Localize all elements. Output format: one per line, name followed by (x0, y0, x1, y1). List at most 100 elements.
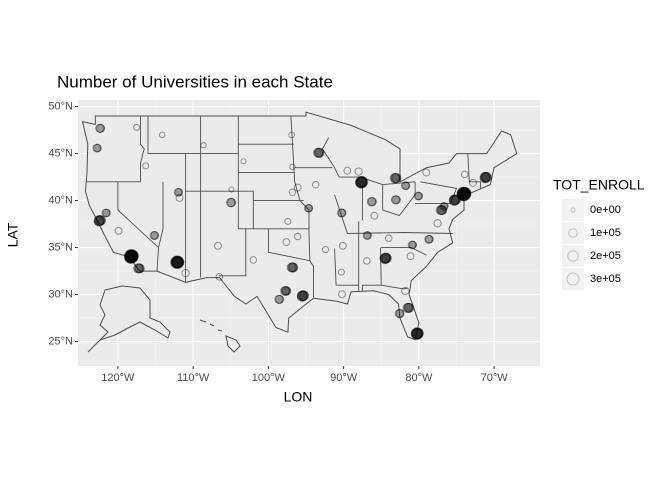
point (114, 226, 123, 235)
point-overlap (133, 263, 144, 274)
point-overlap (458, 186, 472, 200)
point (407, 240, 417, 250)
points (92, 123, 492, 340)
point-overlap (171, 256, 185, 269)
point (354, 167, 363, 176)
x-axis-label: LON (284, 389, 313, 405)
point (240, 158, 247, 165)
point (384, 234, 393, 243)
point (370, 211, 379, 220)
point-overlap (93, 215, 105, 227)
point-overlap (124, 249, 138, 263)
point (394, 308, 404, 319)
point (303, 203, 313, 213)
point (321, 246, 330, 254)
us-outline (81, 111, 518, 341)
point (366, 196, 377, 207)
point-overlap (456, 188, 470, 202)
state-border (361, 247, 382, 291)
point-overlap (93, 143, 102, 153)
point-overlap (102, 208, 111, 218)
y-tick-label: 30°N (48, 288, 73, 300)
point-overlap (313, 147, 324, 158)
y-axis-label: LAT (5, 222, 21, 247)
legend-key (562, 268, 584, 290)
point-overlap (296, 291, 308, 302)
state-border (321, 137, 340, 178)
point (213, 241, 222, 250)
point-overlap (288, 262, 299, 273)
point (406, 252, 415, 261)
point (200, 142, 207, 149)
point-overlap (458, 187, 472, 201)
legend-symbol (570, 207, 576, 213)
point (284, 217, 292, 225)
point (456, 186, 470, 200)
point-overlap (403, 302, 414, 313)
point-overlap (125, 249, 139, 263)
point (338, 290, 347, 299)
point-overlap (314, 147, 325, 158)
point (288, 131, 296, 139)
point-overlap (95, 215, 106, 226)
point (460, 170, 469, 179)
alaska (87, 285, 171, 353)
legend-title: TOT_ENROLL (553, 177, 645, 193)
point (469, 178, 477, 187)
chart-title: Number of Universities in each State (57, 72, 333, 91)
state-border (290, 115, 314, 298)
point-overlap (367, 196, 377, 207)
point-overlap (381, 252, 392, 264)
point (288, 188, 297, 197)
state-border (117, 181, 159, 248)
point (401, 286, 410, 296)
point (92, 143, 102, 153)
point (379, 252, 391, 264)
point (289, 163, 296, 171)
point-overlap (124, 250, 138, 264)
x-tick-label: 80°W (405, 372, 433, 384)
point-overlap (479, 172, 491, 184)
point (280, 286, 290, 296)
point (422, 168, 431, 177)
point-overlap (275, 294, 285, 304)
point-overlap (226, 197, 237, 208)
point (133, 123, 141, 131)
point-overlap (280, 286, 291, 296)
point (95, 123, 105, 133)
point-overlap (298, 290, 310, 301)
point-overlap (304, 203, 314, 213)
point (124, 249, 138, 263)
legend-symbol (567, 250, 579, 262)
legend-label: 2e+05 (590, 250, 621, 262)
point (433, 219, 442, 228)
hawaii (199, 319, 241, 353)
point (400, 181, 410, 190)
point-overlap (424, 234, 434, 244)
state-border (381, 247, 427, 256)
legend-key (562, 199, 584, 221)
point (293, 232, 302, 241)
point-overlap (287, 262, 298, 273)
y-tick-label: 40°N (48, 194, 73, 206)
point (424, 234, 434, 244)
point (286, 262, 297, 273)
state-border (334, 248, 359, 286)
point-overlap (94, 215, 106, 226)
x-tick-label: 120°W (101, 372, 135, 384)
point (296, 290, 308, 301)
point-overlap (174, 187, 184, 197)
legend: 0e+00 1e+05 2e+05 3e+05 (562, 199, 621, 290)
point (170, 255, 183, 268)
point-overlap (395, 308, 405, 319)
point-overlap (355, 176, 367, 189)
x-tick-label: 90°W (330, 372, 358, 384)
point-overlap (436, 205, 447, 216)
state-border (339, 176, 416, 186)
point (293, 183, 302, 192)
point-overlap (411, 327, 424, 340)
point (479, 171, 491, 183)
state-border (415, 181, 458, 204)
point (355, 176, 367, 188)
point-overlap (457, 186, 471, 200)
